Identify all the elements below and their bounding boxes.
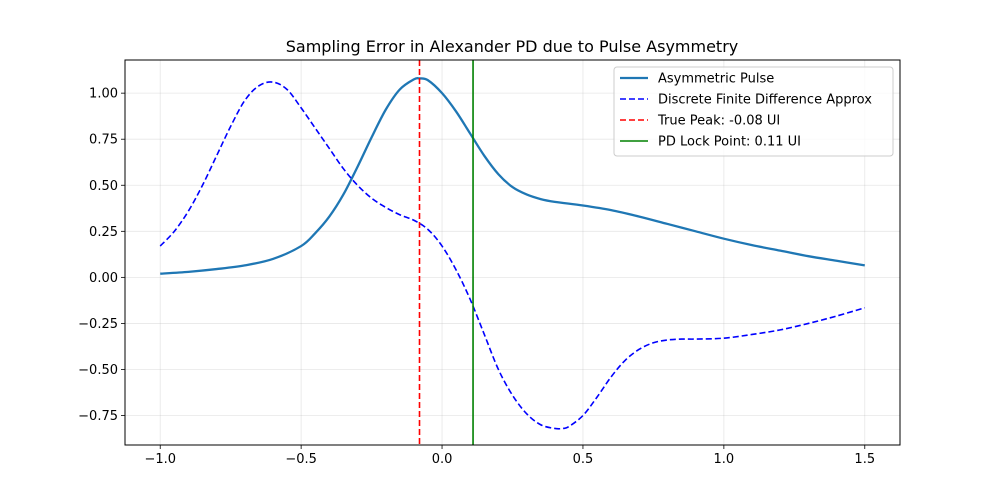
- legend-box: [613, 66, 894, 157]
- y-tick-label: −0.50: [78, 363, 118, 378]
- x-tick-label: 0.5: [573, 452, 594, 467]
- legend-label: PD Lock Point: 0.11 UI: [658, 135, 801, 150]
- legend-label: Discrete Finite Difference Approx: [658, 93, 872, 108]
- series-line-discrete-finite-difference-approx: [159, 81, 865, 430]
- y-tick-label: 1.00: [89, 87, 118, 102]
- x-tick-label: 1.0: [714, 452, 735, 467]
- chart-title: Sampling Error in Alexander PD due to Pu…: [286, 37, 739, 56]
- y-tick-label: 0.25: [89, 225, 118, 240]
- ticks: −1.0 −0.5 0.0 0.5 1.0 1.5 −0.75 −0.50 −0.25 0.00 0…: [78, 87, 875, 467]
- axes-frame: [124, 59, 901, 446]
- y-tick-label: −0.25: [78, 317, 118, 332]
- legend-label: True Peak: -0.08 UI: [657, 114, 780, 129]
- x-tick-label: −0.5: [285, 452, 317, 467]
- y-tick-label: 0.00: [89, 271, 118, 286]
- y-tick-label: 0.50: [89, 179, 118, 194]
- x-tick-label: 0.0: [432, 452, 453, 467]
- x-tick-label: −1.0: [144, 452, 176, 467]
- y-tick-label: 0.75: [89, 133, 118, 148]
- series-line-asymmetric-pulse: [160, 76, 865, 275]
- x-tick-label: 1.5: [854, 452, 875, 467]
- legend-label: Asymmetric Pulse: [658, 72, 774, 87]
- y-tick-label: −0.75: [78, 409, 118, 424]
- plot-area: [159, 60, 865, 445]
- legend: Asymmetric Pulse Discrete Finite Differen…: [613, 66, 894, 157]
